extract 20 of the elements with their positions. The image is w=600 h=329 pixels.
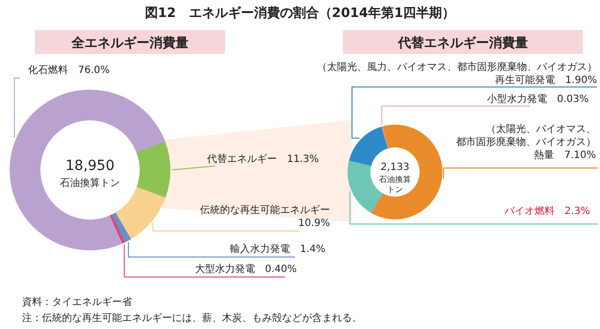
slice-label: （太陽光、バイオマス、都市固形廃棄物、バイオガス）熱量 7.10% <box>456 123 596 161</box>
text: 2,133 <box>380 162 410 173</box>
slice-label: 伝統的な再生可能エネルギー <box>200 204 330 216</box>
text: 注：伝統的な再生可能エネルギーには、薪、木炭、もみ殻などが含まれる。 <box>22 312 362 324</box>
text: 石油換算トン <box>60 177 120 189</box>
slice-label: 代替エネルギー 11.3% <box>206 153 319 165</box>
slice-label: 輸入水力発電 1.4% <box>230 243 326 255</box>
text: 資料：タイエネルギー省 <box>22 296 132 308</box>
text: 石油換算 <box>379 175 411 184</box>
caption: 図12 エネルギー消費の割合（2014年第1四半期） <box>144 5 456 21</box>
slice-label: 大型水力発電 0.40% <box>195 263 297 275</box>
slice-label: 化石燃料 76.0% <box>28 64 110 76</box>
slice-label: （太陽光、風力、バイオマス、都市固形廃棄物、バイオガス）再生可能発電 1.90% <box>317 61 597 86</box>
chart-title: 全エネルギー消費量 <box>70 36 188 51</box>
slice-label: 小型水力発電 0.03% <box>487 93 589 105</box>
slice-label: バイオ燃料 2.3% <box>504 205 590 217</box>
text: 18,950 <box>66 158 114 174</box>
text: トン <box>387 185 403 194</box>
data-label: 10.9% <box>298 218 330 229</box>
chart-title: 代替エネルギー消費量 <box>397 36 528 51</box>
